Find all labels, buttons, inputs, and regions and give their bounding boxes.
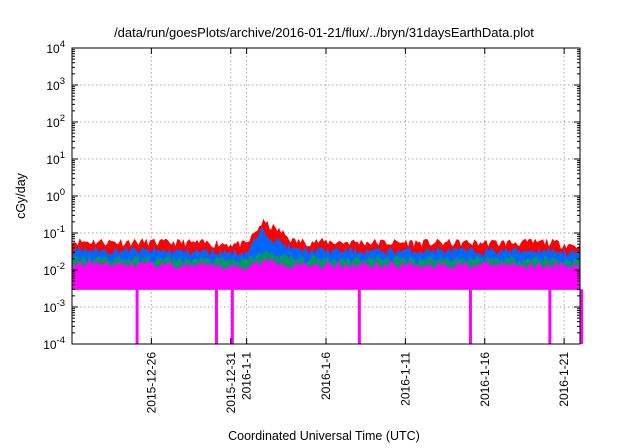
y-tick-label: 102 — [46, 113, 65, 130]
y-axis: 10-4 10-3 10-2 10-1 100 101 102 103 104 — [43, 39, 580, 352]
grid — [72, 48, 580, 344]
y-tick-label: 10-3 — [43, 298, 65, 315]
y-tick-label: 104 — [46, 39, 65, 56]
dropouts — [135, 289, 584, 344]
dropout-spike — [548, 289, 552, 344]
y-tick-label: 10-2 — [43, 261, 65, 278]
x-axis: 2015-12-26 2015-12-31 2016-1-1 2016-1-6 2016… — [144, 48, 571, 413]
dropout-spike — [230, 289, 234, 344]
series-area-4 — [71, 258, 581, 290]
dropout-spike — [214, 289, 218, 344]
y-tick-label: 10-4 — [43, 335, 65, 352]
y-tick-label: 100 — [46, 187, 65, 204]
x-tick-label: 2016-1-21 — [557, 352, 571, 407]
x-tick-label: 2015-12-31 — [224, 352, 238, 414]
data-series — [71, 218, 581, 290]
x-tick-label: 2016-1-11 — [398, 352, 412, 406]
x-tick-label: 2016-1-16 — [478, 352, 492, 407]
y-tick-label: 103 — [46, 76, 65, 93]
y-tick-label: 10-1 — [43, 224, 65, 241]
x-tick-label: 2016-1-1 — [240, 352, 254, 400]
chart-title: /data/run/goesPlots/archive/2016-01-21/f… — [114, 25, 534, 40]
x-tick-label: 2016-1-6 — [319, 352, 333, 400]
y-tick-label: 101 — [46, 150, 65, 167]
dropout-spike — [468, 289, 472, 344]
x-axis-label: Coordinated Universal Time (UTC) — [228, 429, 420, 443]
x-tick-label: 2015-12-26 — [144, 352, 158, 414]
dropout-spike — [135, 289, 139, 344]
dropout-spike — [580, 289, 584, 344]
dropout-spike — [357, 289, 361, 344]
y-axis-label: cGy/day — [14, 172, 28, 219]
